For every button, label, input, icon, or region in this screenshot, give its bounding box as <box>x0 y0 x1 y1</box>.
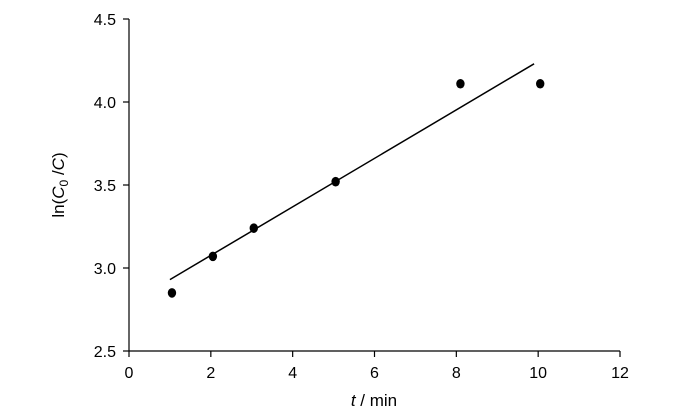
x-tick-label: 4 <box>288 365 297 382</box>
x-axis-title: t / min <box>351 391 397 410</box>
fit-line-group <box>169 63 535 281</box>
y-tick-label: 4.0 <box>94 95 116 112</box>
data-point <box>456 78 465 89</box>
data-point <box>331 176 340 187</box>
y-tick-label: 2.5 <box>94 344 116 361</box>
y-tick-label: 3.5 <box>94 178 116 195</box>
x-ticks: 0 2 4 6 8 10 12 <box>125 351 629 382</box>
data-points <box>167 78 545 298</box>
x-tick-label: 8 <box>452 365 461 382</box>
fit-line <box>169 63 535 281</box>
x-tick-label: 12 <box>611 365 629 382</box>
data-point <box>536 78 545 89</box>
data-point <box>249 223 258 233</box>
y-tick-label: 4.5 <box>94 12 116 29</box>
y-ticks: 2.5 3.0 3.5 4.0 4.5 <box>94 12 129 361</box>
x-tick-label: 2 <box>206 365 215 382</box>
x-tick-label: 10 <box>529 365 547 382</box>
y-axis-title: ln(C0 /C) <box>49 152 71 217</box>
data-point <box>208 251 218 262</box>
x-tick-label: 6 <box>370 365 379 382</box>
data-point <box>167 288 177 298</box>
axes <box>128 19 620 352</box>
x-tick-label: 0 <box>125 365 134 382</box>
y-tick-label: 3.0 <box>94 261 116 278</box>
